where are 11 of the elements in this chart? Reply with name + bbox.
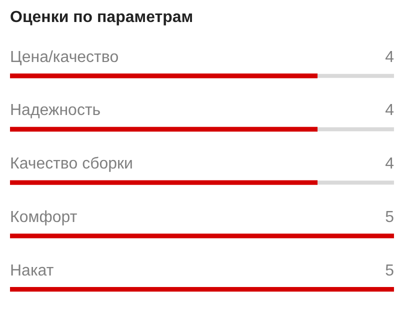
data-label: 5 [385,262,394,280]
data-label: 4 [385,156,394,173]
y-tick-label: Комфорт [10,208,78,226]
y-tick-label: Цена/качество [10,48,119,66]
y-tick-label: Накат [10,262,54,280]
y-tick-label: Надежность [10,102,101,120]
data-label: 4 [385,102,394,120]
data-label: 4 [385,48,394,66]
data-label: 5 [385,208,394,226]
chart-title: Оценки по параметрам [10,9,194,26]
y-tick-label: Качество сборки [10,156,133,173]
